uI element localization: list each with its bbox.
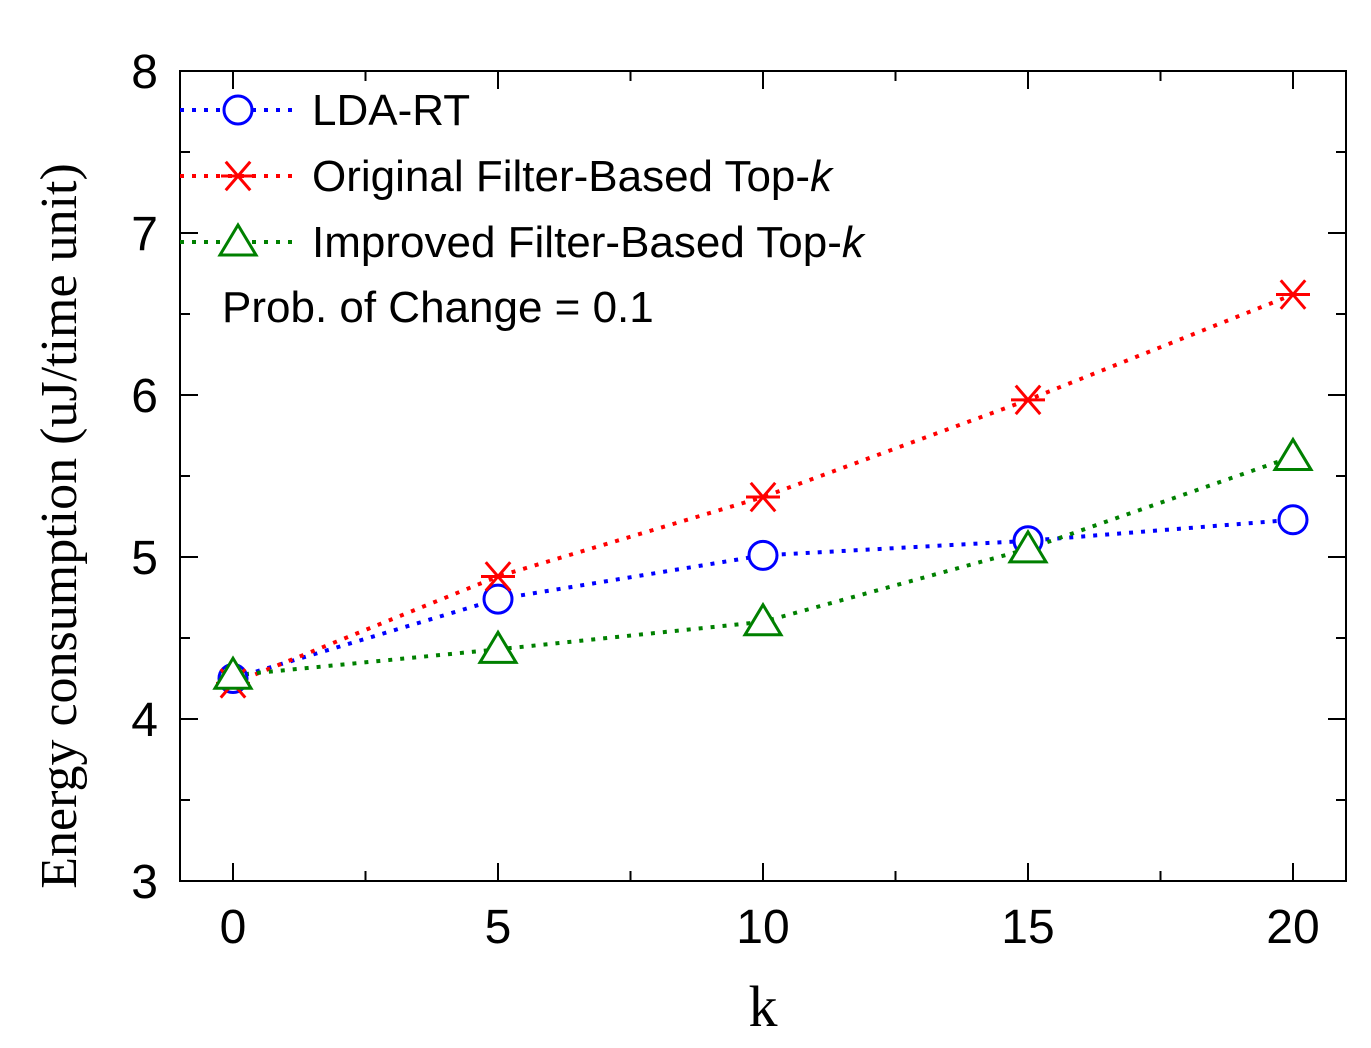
legend-marker-triangle bbox=[217, 222, 259, 257]
legend-label-circle: LDA-RT bbox=[312, 86, 470, 135]
legend-label-text: Improved Filter-Based Top- bbox=[312, 218, 842, 267]
legend-marker-circle bbox=[222, 94, 254, 126]
data-point-triangle bbox=[477, 629, 519, 664]
y-tick-label: 4 bbox=[131, 694, 158, 747]
data-point-circle bbox=[482, 583, 514, 615]
data-point-circle bbox=[747, 539, 779, 571]
x-tick-label: 0 bbox=[220, 901, 247, 954]
data-point-asterisk bbox=[746, 481, 780, 513]
legend-label-text: LDA-RT bbox=[312, 86, 470, 135]
x-tick-label: 5 bbox=[485, 901, 512, 954]
series-line-asterisk bbox=[232, 292, 1294, 686]
legend-label-text: Original Filter-Based Top- bbox=[312, 152, 810, 201]
legend-label-triangle: Improved Filter-Based Top-k bbox=[312, 218, 866, 267]
data-point-triangle bbox=[212, 655, 254, 690]
asterisk-stroke bbox=[484, 561, 512, 592]
data-point-triangle bbox=[1007, 528, 1049, 564]
data-point-asterisk bbox=[1276, 279, 1310, 310]
legend-label-asterisk: Original Filter-Based Top-k bbox=[312, 152, 834, 201]
data-point-triangle bbox=[742, 601, 784, 637]
data-point-triangle bbox=[1272, 436, 1314, 472]
x-tick-label: 10 bbox=[736, 901, 789, 954]
asterisk-stroke bbox=[224, 160, 252, 192]
data-point-asterisk bbox=[481, 561, 515, 592]
y-tick-label: 7 bbox=[131, 208, 158, 261]
x-tick-label: 20 bbox=[1266, 901, 1319, 954]
data-point-circle bbox=[1277, 504, 1309, 536]
y-tick-label: 5 bbox=[131, 532, 158, 585]
y-tick-label: 3 bbox=[131, 856, 158, 909]
series-layer bbox=[212, 279, 1314, 699]
plot-frame bbox=[179, 70, 1347, 882]
x-tick-label: 15 bbox=[1001, 901, 1054, 954]
data-point-asterisk bbox=[1011, 384, 1045, 416]
x-axis-title: k bbox=[749, 974, 778, 1039]
asterisk-stroke bbox=[1279, 279, 1307, 310]
series-line-triangle bbox=[232, 454, 1294, 678]
annotation-text: Prob. of Change = 0.1 bbox=[222, 283, 654, 332]
ticks-layer: 3 4 5 6 7 8 0 5 10 15 20 bbox=[131, 46, 1346, 954]
asterisk-stroke bbox=[1014, 384, 1042, 416]
y-axis-title: Energy consumption (uJ/time unit) bbox=[31, 163, 88, 889]
y-tick-label: 8 bbox=[131, 46, 158, 99]
legend-marker-asterisk bbox=[221, 160, 255, 192]
asterisk-stroke bbox=[749, 481, 777, 513]
legend-label-italic: k bbox=[810, 152, 834, 201]
legend-label-italic: k bbox=[842, 218, 866, 267]
y-tick-label: 6 bbox=[131, 370, 158, 423]
